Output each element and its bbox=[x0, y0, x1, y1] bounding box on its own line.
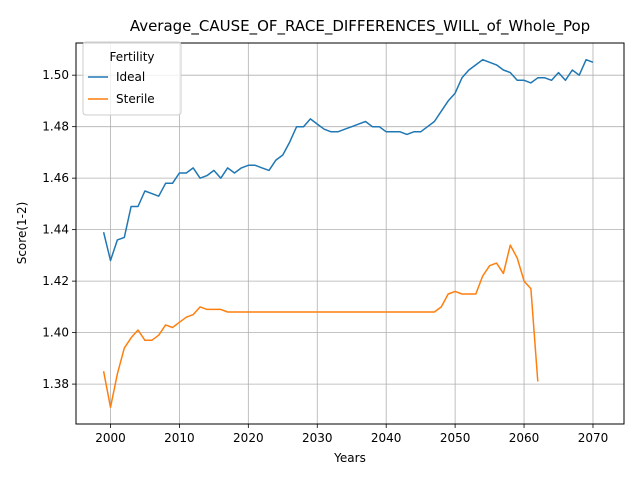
x-tick-label: 2000 bbox=[95, 431, 126, 445]
y-axis-ticks: 1.38 1.40 1.42 1.44 1.46 1.48 1.50 bbox=[42, 68, 76, 391]
x-tick-label: 2050 bbox=[440, 431, 471, 445]
x-tick-label: 2070 bbox=[578, 431, 609, 445]
legend-box bbox=[82, 41, 182, 116]
series-line-ideal bbox=[102, 58, 594, 262]
x-tick-label: 2040 bbox=[371, 431, 402, 445]
series-line-sterile bbox=[102, 244, 539, 409]
series-group bbox=[102, 58, 594, 409]
legend-label-ideal: Ideal bbox=[116, 70, 145, 84]
y-tick-label: 1.46 bbox=[42, 171, 69, 185]
x-axis-ticks: 2000 2010 2020 2030 2040 2050 2060 2070 bbox=[95, 424, 608, 445]
y-tick-label: 1.38 bbox=[42, 377, 69, 391]
x-tick-label: 2010 bbox=[164, 431, 195, 445]
y-tick-label: 1.42 bbox=[42, 274, 69, 288]
x-axis-label: Years bbox=[333, 451, 366, 465]
legend-entries: Ideal Sterile bbox=[88, 70, 155, 106]
y-tick-label: 1.40 bbox=[42, 326, 69, 340]
y-axis-label: Score(1-2) bbox=[15, 202, 29, 265]
x-tick-label: 2060 bbox=[509, 431, 540, 445]
legend: Fertility Ideal Sterile bbox=[82, 41, 182, 116]
legend-title: Fertility bbox=[109, 50, 154, 64]
x-tick-label: 2030 bbox=[302, 431, 333, 445]
y-tick-label: 1.50 bbox=[42, 68, 69, 82]
chart-title: Average_CAUSE_OF_RACE_DIFFERENCES_WILL_o… bbox=[130, 17, 590, 36]
x-tick-label: 2020 bbox=[233, 431, 264, 445]
y-tick-label: 1.44 bbox=[42, 223, 69, 237]
legend-label-sterile: Sterile bbox=[116, 92, 155, 106]
plot-frame bbox=[75, 42, 625, 425]
y-tick-label: 1.48 bbox=[42, 120, 69, 134]
